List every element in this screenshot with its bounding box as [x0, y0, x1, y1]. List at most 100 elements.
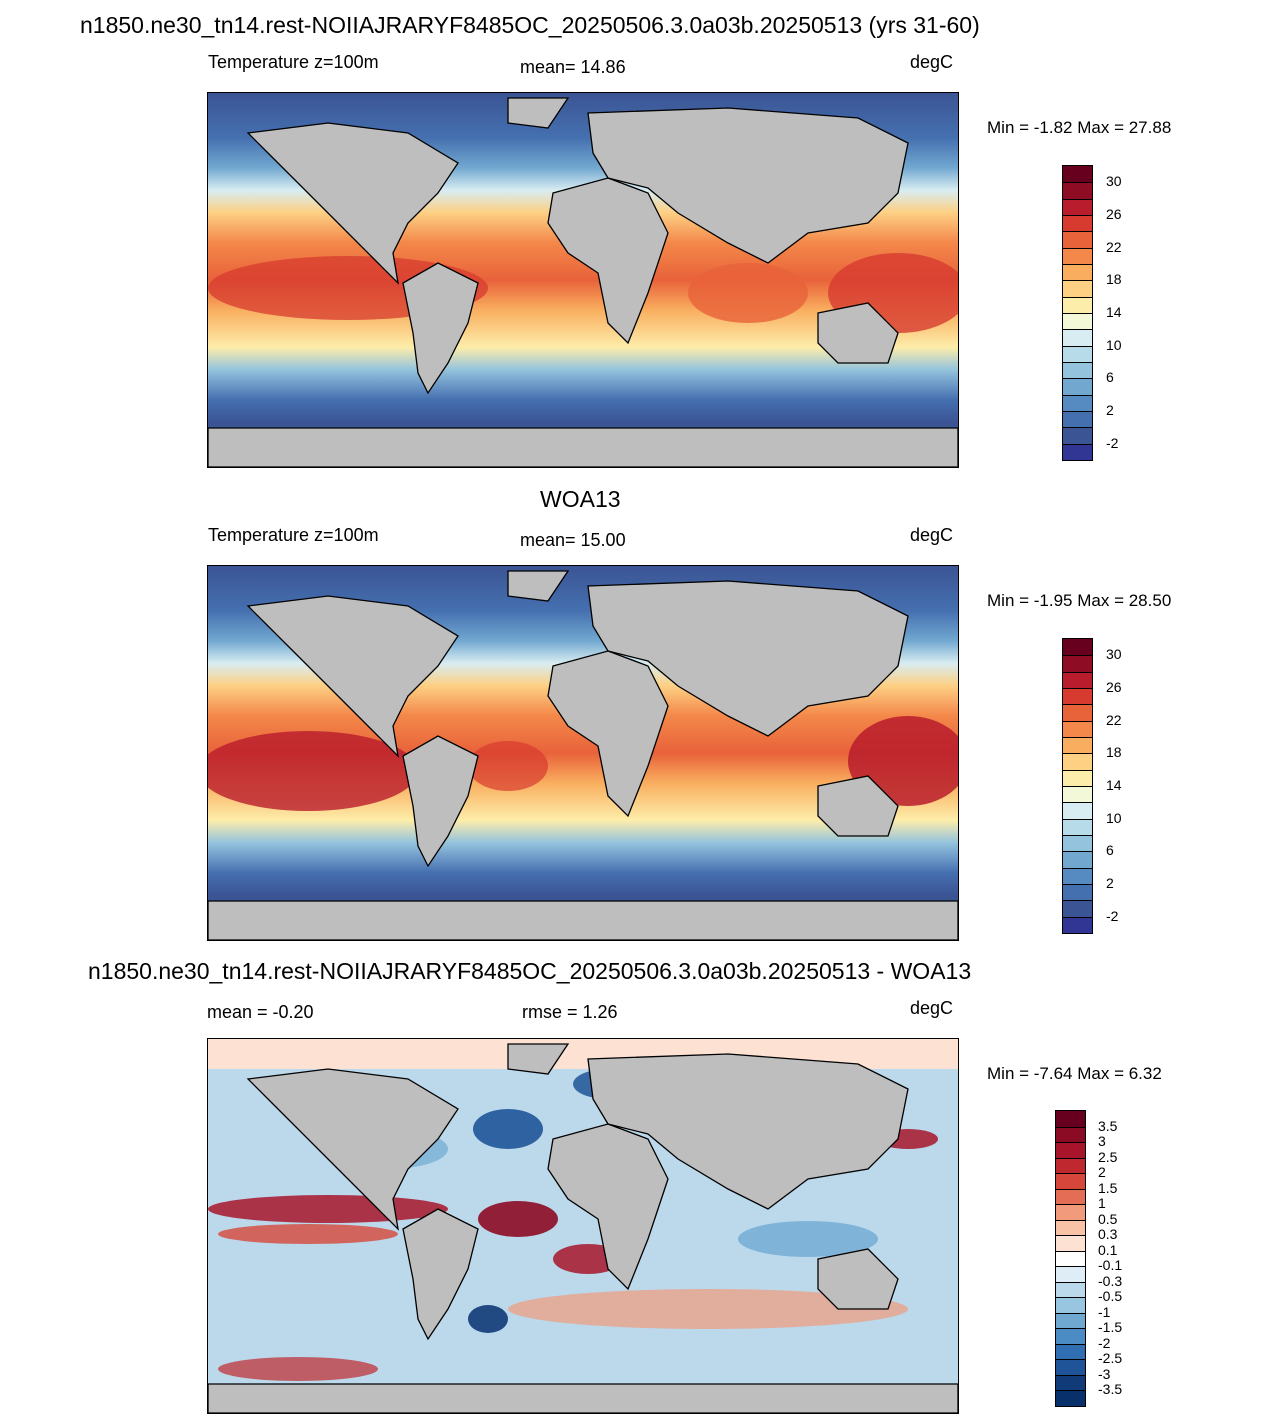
colorbar-tick-label: 1 [1098, 1195, 1106, 1212]
colorbar-swatch [1063, 753, 1092, 770]
panel-3-map [207, 1038, 959, 1414]
colorbar-swatch [1056, 1142, 1085, 1158]
colorbar-tick-label: 0.5 [1098, 1210, 1118, 1227]
colorbar-tick-label: 22 [1106, 238, 1122, 255]
colorbar-tick-label: 10 [1106, 809, 1122, 826]
colorbar-tick-label: 3 [1098, 1133, 1106, 1150]
colorbar-tick-label: 0.3 [1098, 1226, 1118, 1243]
colorbar-swatch [1056, 1312, 1085, 1329]
colorbar-swatch [1056, 1297, 1085, 1313]
panel-2-title: WOA13 [540, 486, 621, 512]
colorbar-swatch [1056, 1390, 1085, 1406]
colorbar-swatch [1063, 247, 1092, 264]
panel-1-units-label: degC [910, 52, 954, 72]
colorbar-tick-label: 10 [1106, 336, 1122, 353]
panel-2-colorbar-labels: 30 26 22 18 14 10 6 2 -2 [1106, 638, 1146, 934]
colorbar-swatch [1056, 1359, 1085, 1375]
colorbar-tick-label: -2 [1106, 434, 1119, 451]
colorbar-swatch [1063, 313, 1092, 330]
panel-1-mean-label: mean= 14.86 [520, 57, 626, 77]
colorbar-tick-label: 18 [1106, 271, 1122, 288]
colorbar-swatch [1063, 378, 1092, 395]
colorbar-tick-label: 2 [1098, 1164, 1106, 1181]
panel-3-map-field [208, 1039, 958, 1413]
colorbar-swatch [1056, 1126, 1085, 1143]
panel-1-title: n1850.ne30_tn14.rest-NOIIAJRARYF8485OC_2… [80, 12, 980, 38]
panel-3-mean-label: mean = -0.20 [207, 1002, 314, 1022]
panel-1-variable-label: Temperature z=100m [208, 52, 379, 72]
colorbar-swatch [1063, 198, 1092, 215]
colorbar-tick-label: -0.3 [1098, 1272, 1123, 1289]
colorbar-swatch [1063, 802, 1092, 819]
panel-3-colorbar [1055, 1110, 1086, 1407]
colorbar-swatch [1063, 362, 1092, 379]
colorbar-tick-label: -3.5 [1098, 1381, 1123, 1398]
colorbar-swatch [1063, 411, 1092, 428]
colorbar-swatch [1063, 427, 1092, 444]
panel-2-map [207, 565, 959, 941]
panel-2-colorbar [1062, 638, 1093, 934]
colorbar-tick-label: 18 [1106, 744, 1122, 761]
colorbar-swatch [1056, 1250, 1085, 1267]
panel-3-rmse-label: rmse = 1.26 [522, 1002, 618, 1022]
colorbar-tick-label: -3 [1098, 1365, 1111, 1382]
colorbar-swatch [1063, 329, 1092, 346]
panel-2-units-label: degC [910, 525, 954, 545]
colorbar-swatch [1063, 296, 1092, 313]
colorbar-tick-label: 6 [1106, 369, 1114, 386]
colorbar-swatch [1063, 671, 1092, 688]
colorbar-swatch [1063, 443, 1092, 460]
colorbar-tick-label: 0.1 [1098, 1241, 1118, 1258]
colorbar-swatch [1063, 215, 1092, 232]
panel-3-minmax-label: Min = -7.64 Max = 6.32 [987, 1064, 1162, 1083]
colorbar-swatch [1063, 835, 1092, 852]
colorbar-swatch [1063, 345, 1092, 362]
panel-2-variable-label: Temperature z=100m [208, 525, 379, 545]
colorbar-swatch [1063, 655, 1092, 672]
colorbar-tick-label: 30 [1106, 173, 1122, 190]
panel-1-map-field [208, 93, 958, 467]
colorbar-tick-label: 26 [1106, 679, 1122, 695]
colorbar-swatch [1056, 1188, 1085, 1205]
colorbar-swatch [1056, 1204, 1085, 1220]
colorbar-swatch [1063, 884, 1092, 901]
colorbar-tick-label: 14 [1106, 777, 1122, 793]
colorbar-swatch [1056, 1281, 1085, 1298]
colorbar-swatch [1063, 704, 1092, 721]
panel-1-colorbar-labels: 30 26 22 18 14 10 6 2 -2 [1106, 165, 1146, 461]
colorbar-swatch [1063, 818, 1092, 835]
colorbar-swatch [1063, 639, 1092, 656]
colorbar-tick-label: -0.1 [1098, 1257, 1123, 1274]
colorbar-swatch [1063, 916, 1092, 933]
panel-3-colorbar-labels: 3.5 3 2.5 2 1.5 1 0.5 0.3 0.1 -0.1 -0.3 -0.5 -1 -1.5-… [1098, 1110, 1138, 1407]
panel-1-colorbar [1062, 165, 1093, 461]
colorbar-tick-label: 1.5 [1098, 1179, 1118, 1196]
panel-2-minmax-label: Min = -1.95 Max = 28.50 [987, 591, 1172, 610]
colorbar-swatch [1063, 720, 1092, 737]
colorbar-swatch [1063, 867, 1092, 884]
colorbar-tick-label: -1 [1098, 1303, 1111, 1320]
colorbar-tick-label: 26 [1106, 206, 1122, 222]
colorbar-tick-label: -2 [1106, 907, 1119, 924]
colorbar-tick-label: 22 [1106, 711, 1122, 728]
colorbar-swatch [1056, 1157, 1085, 1174]
colorbar-swatch [1056, 1235, 1085, 1251]
colorbar-tick-label: 2 [1106, 875, 1114, 891]
colorbar-swatch [1063, 264, 1092, 281]
colorbar-tick-label: 30 [1106, 646, 1122, 663]
colorbar-swatch [1056, 1374, 1085, 1391]
panel-2-map-field [208, 566, 958, 940]
colorbar-swatch [1063, 900, 1092, 917]
colorbar-tick-label: -2.5 [1098, 1350, 1123, 1367]
colorbar-tick-label: 2.5 [1098, 1148, 1118, 1165]
panel-1-minmax-label: Min = -1.82 Max = 27.88 [987, 118, 1172, 137]
colorbar-tick-label: 14 [1106, 304, 1122, 320]
panel-3-units-label: degC [910, 998, 954, 1018]
colorbar-swatch [1063, 786, 1092, 803]
colorbar-swatch [1056, 1266, 1085, 1282]
colorbar-swatch [1063, 737, 1092, 754]
panel-1-map [207, 92, 959, 468]
colorbar-swatch [1063, 769, 1092, 786]
colorbar-swatch [1056, 1328, 1085, 1344]
colorbar-tick-label: -2 [1098, 1334, 1111, 1351]
